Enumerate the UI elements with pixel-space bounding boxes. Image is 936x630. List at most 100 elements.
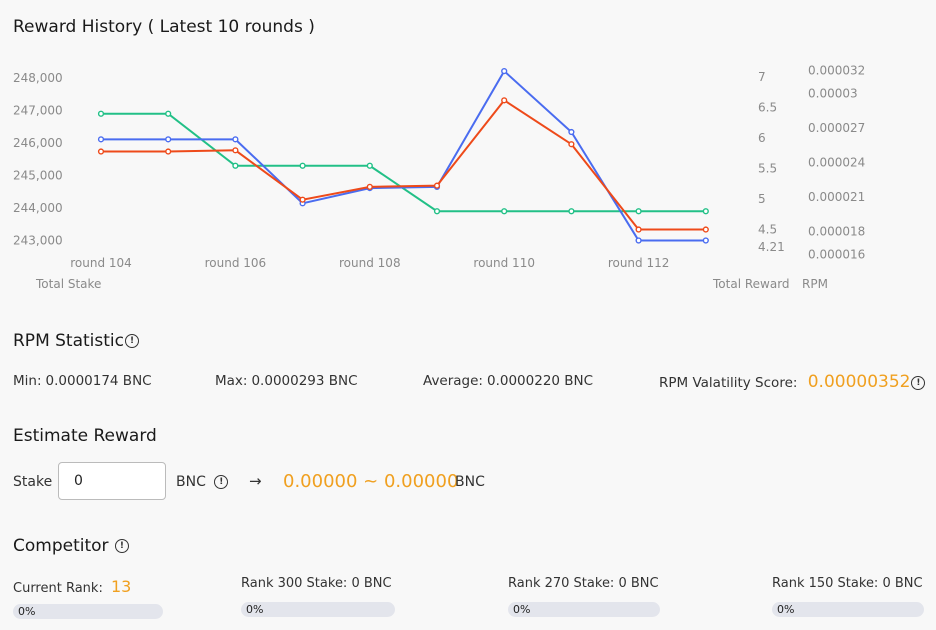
data-point bbox=[366, 183, 373, 190]
y-tick-label: 0.000032 bbox=[808, 64, 865, 78]
rank-270-label: Rank 270 Stake: bbox=[508, 576, 615, 591]
y-tick-label: 245,000 bbox=[13, 169, 63, 183]
rank-150-stake: Rank 150 Stake: 0 BNC bbox=[772, 576, 923, 591]
data-point bbox=[97, 136, 105, 143]
stake-input[interactable] bbox=[58, 462, 166, 500]
info-icon[interactable]: ! bbox=[125, 334, 139, 348]
progress-text: 0% bbox=[513, 603, 531, 616]
y-tick-label: 6 bbox=[758, 131, 766, 145]
rank-300-stake: Rank 300 Stake: 0 BNC bbox=[241, 576, 392, 591]
data-point bbox=[97, 110, 105, 117]
estimate-reward-title: Estimate Reward bbox=[13, 426, 157, 446]
data-point bbox=[635, 208, 642, 215]
data-point bbox=[299, 162, 306, 169]
left-axis-label: Total Stake bbox=[35, 277, 101, 291]
rpm-average-value: 0.0000220 BNC bbox=[487, 373, 594, 389]
data-point bbox=[232, 147, 239, 154]
data-point bbox=[702, 237, 709, 244]
rpm-statistic-title-text: RPM Statistic bbox=[13, 331, 124, 351]
y-tick-label: 7 bbox=[758, 70, 766, 84]
y-tick-label: 5 bbox=[758, 192, 766, 206]
rank-150-label: Rank 150 Stake: bbox=[772, 576, 879, 591]
y-tick-label: 0.000021 bbox=[808, 190, 865, 204]
rpm-min-value: 0.0000174 BNC bbox=[45, 373, 152, 389]
competitor-title: Competitor ! bbox=[13, 536, 129, 556]
y-tick-label: 244,000 bbox=[13, 201, 63, 215]
x-axis-ticks: round 104 round 106 round 108 round 110 roun… bbox=[70, 256, 669, 270]
data-point bbox=[433, 208, 441, 215]
data-point bbox=[165, 110, 172, 117]
rpm-statistic-title: RPM Statistic! bbox=[13, 331, 139, 351]
data-point bbox=[366, 162, 373, 169]
rpm-volatility-label: RPM Valatility Score: bbox=[659, 375, 798, 391]
competitor-title-text: Competitor bbox=[13, 536, 109, 556]
data-point bbox=[433, 182, 441, 189]
y-tick-label: 6.5 bbox=[758, 101, 777, 115]
x-tick-label: round 108 bbox=[339, 256, 401, 270]
rpm-average-label: Average: bbox=[423, 373, 483, 389]
rpm-min-label: Min: bbox=[13, 373, 42, 389]
mid-axis-label: Total Reward bbox=[712, 277, 790, 291]
y-tick-label: 243,000 bbox=[13, 234, 63, 248]
stake-label: Stake bbox=[13, 474, 53, 490]
data-point bbox=[501, 67, 508, 75]
y-tick-label: 247,000 bbox=[13, 104, 63, 118]
info-icon[interactable]: ! bbox=[214, 475, 229, 489]
current-rank-value: 13 bbox=[110, 577, 132, 596]
y-tick-label: 0.000016 bbox=[808, 247, 865, 261]
data-point bbox=[165, 148, 172, 155]
y-tick-label: 0.00003 bbox=[808, 87, 858, 101]
total-reward-axis: 7 6.5 6 5.5 5 4.5 4.21 bbox=[758, 70, 785, 254]
stake-unit-text: BNC bbox=[176, 474, 206, 490]
x-tick-label: round 104 bbox=[70, 256, 132, 270]
data-point bbox=[702, 208, 709, 215]
current-rank-label: Current Rank: bbox=[13, 581, 103, 596]
rpm-min: Min: 0.0000174 BNC bbox=[13, 373, 152, 389]
series-line-0 bbox=[101, 112, 706, 213]
current-rank: Current Rank: 13 bbox=[13, 577, 131, 596]
rank-150-value: 0 BNC bbox=[882, 576, 923, 591]
rpm-max-value: 0.0000293 BNC bbox=[251, 373, 358, 389]
rpm-volatility: RPM Valatility Score: 0.00000352! bbox=[659, 372, 926, 392]
rpm-average: Average: 0.0000220 BNC bbox=[423, 373, 593, 389]
rpm-max: Max: 0.0000293 BNC bbox=[215, 373, 358, 389]
x-tick-label: round 106 bbox=[205, 256, 267, 270]
stake-unit: BNC ! bbox=[176, 474, 229, 490]
y-tick-label: 0.000027 bbox=[808, 121, 865, 135]
y-tick-label: 4.5 bbox=[758, 223, 777, 237]
y-tick-label: 248,000 bbox=[13, 71, 63, 85]
x-tick-label: round 112 bbox=[608, 256, 670, 270]
y-tick-label: 4.21 bbox=[758, 240, 785, 254]
rank-270-progress-bar: 0% bbox=[508, 602, 660, 617]
right-axis-label: RPM bbox=[802, 277, 828, 291]
info-icon[interactable]: ! bbox=[114, 539, 129, 553]
data-point bbox=[97, 148, 105, 155]
data-point bbox=[501, 208, 508, 215]
data-point bbox=[568, 141, 575, 148]
rank-300-value: 0 BNC bbox=[351, 576, 392, 591]
y-tick-label: 0.000024 bbox=[808, 156, 865, 170]
estimate-result: 0.00000 ~ 0.00000 bbox=[283, 471, 459, 492]
rpm-axis: 0.000032 0.00003 0.000027 0.000024 0.000021 0… bbox=[808, 64, 865, 262]
data-point bbox=[232, 136, 239, 143]
data-point bbox=[568, 128, 575, 136]
rank-270-stake: Rank 270 Stake: 0 BNC bbox=[508, 576, 659, 591]
data-point bbox=[232, 162, 239, 169]
progress-text: 0% bbox=[18, 605, 36, 618]
rank-300-label: Rank 300 Stake: bbox=[241, 576, 348, 591]
rank-300-progress-bar: 0% bbox=[241, 602, 395, 617]
data-point bbox=[299, 196, 306, 203]
rpm-max-label: Max: bbox=[215, 373, 248, 389]
series-line-2 bbox=[101, 99, 706, 231]
reward-history-chart: 248,000 247,000 246,000 245,000 244,000 243,0… bbox=[13, 64, 865, 291]
total-stake-axis: 248,000 247,000 246,000 245,000 244,000 243,0… bbox=[13, 71, 63, 248]
estimate-result-unit: BNC bbox=[455, 474, 485, 490]
data-point bbox=[501, 97, 508, 104]
rank-150-progress-bar: 0% bbox=[772, 602, 924, 617]
y-tick-label: 246,000 bbox=[13, 136, 63, 150]
x-tick-label: round 110 bbox=[473, 256, 535, 270]
series-lines bbox=[97, 67, 709, 244]
data-point bbox=[165, 136, 172, 143]
info-icon[interactable]: ! bbox=[911, 376, 926, 390]
rpm-volatility-value: 0.00000352 bbox=[807, 372, 911, 392]
